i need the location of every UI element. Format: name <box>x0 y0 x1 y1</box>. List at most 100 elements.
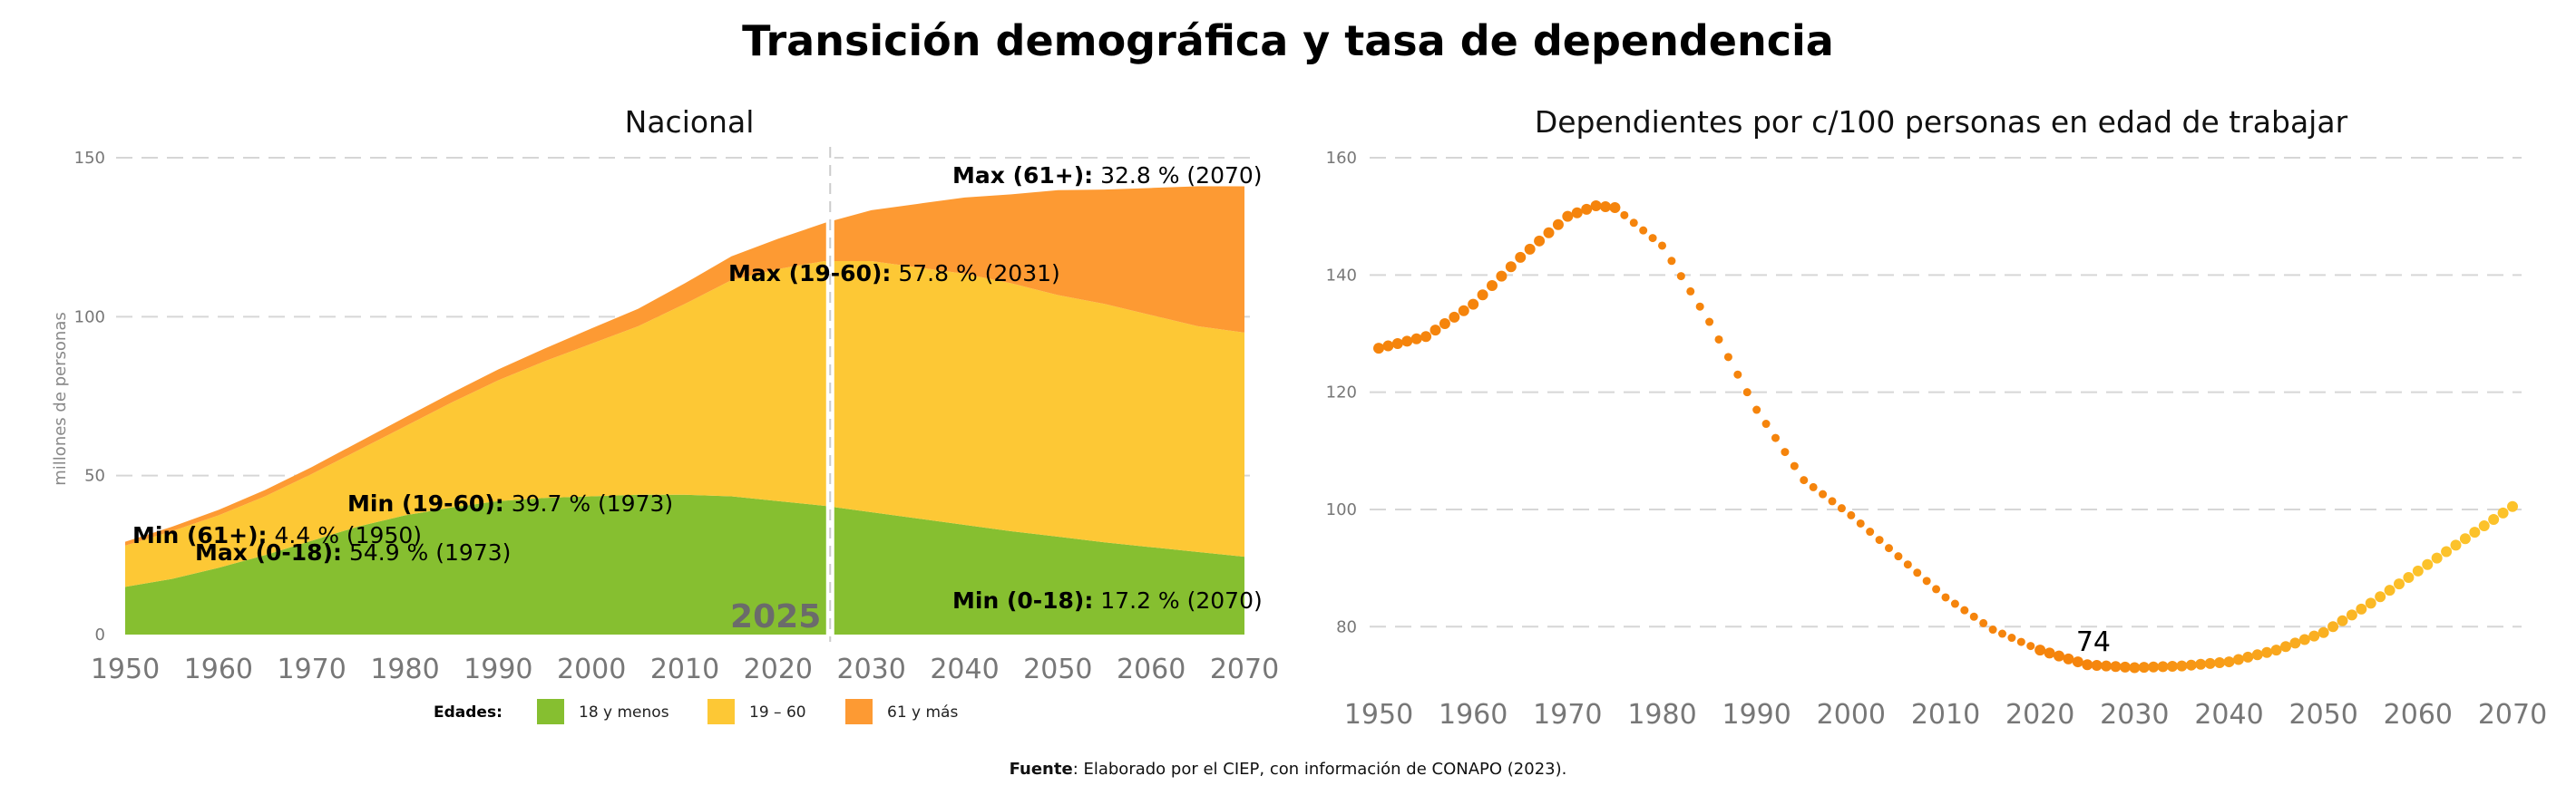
dot-87 <box>2195 658 2207 670</box>
dot-104 <box>2356 603 2367 615</box>
dot-24 <box>1600 200 1611 212</box>
dot-55 <box>1894 552 1903 561</box>
dot-108 <box>2394 578 2405 590</box>
dot-27 <box>1629 218 1638 228</box>
legend: Edades: 18 y menos 19 – 60 61 y más <box>434 699 958 724</box>
left-areas <box>125 186 1244 635</box>
dot-8 <box>1449 311 1460 323</box>
legend-swatch-orange <box>845 699 873 724</box>
right-panel-title: Dependientes por c/100 personas en edad … <box>1535 104 2348 140</box>
dot-7 <box>1439 317 1450 329</box>
dot-37 <box>1723 353 1732 362</box>
dot-110 <box>2412 565 2424 577</box>
dot-51 <box>1856 519 1865 528</box>
right-x-tick-1: 1960 <box>1439 699 1508 731</box>
dot-42 <box>1771 433 1780 442</box>
dot-26 <box>1620 210 1629 219</box>
left-x-tick-3: 1980 <box>370 654 439 685</box>
right-y-tick-0: 80 <box>1336 617 1357 636</box>
dot-81 <box>2138 662 2150 674</box>
dot-53 <box>1875 536 1884 545</box>
dot-62 <box>1960 606 1969 615</box>
dot-46 <box>1809 482 1818 491</box>
dot-90 <box>2223 656 2235 668</box>
dot-76 <box>2091 659 2103 671</box>
dot-118 <box>2488 513 2500 525</box>
dot-16 <box>1524 243 1536 255</box>
dot-97 <box>2289 637 2301 649</box>
left-y-tick-2: 100 <box>74 307 105 326</box>
dot-0 <box>1373 343 1384 354</box>
dot-86 <box>2185 659 2197 671</box>
dot-64 <box>1979 618 1988 627</box>
dot-32 <box>1676 272 1685 281</box>
right-x-tick-3: 1980 <box>1627 699 1696 731</box>
right-x-tick-6: 2010 <box>1911 699 1980 731</box>
year-2025-label: 2025 <box>730 598 821 635</box>
area-19-60 <box>125 260 1244 587</box>
dot-14 <box>1505 261 1517 273</box>
dot-11 <box>1477 289 1488 301</box>
dot-84 <box>2167 660 2178 672</box>
dot-56 <box>1903 560 1912 569</box>
dot-115 <box>2459 533 2471 545</box>
dot-100 <box>2317 626 2329 638</box>
dot-99 <box>2308 630 2320 642</box>
legend-item-2: 61 y más <box>887 703 958 722</box>
dot-71 <box>2044 647 2055 659</box>
dot-70 <box>2034 645 2046 656</box>
dot-39 <box>1742 388 1751 397</box>
left-x-tick-5: 2000 <box>557 654 626 685</box>
dot-72 <box>2054 650 2064 662</box>
area-61-y-mas <box>125 186 1244 546</box>
left-panel-title: Nacional <box>625 104 755 140</box>
dot-94 <box>2261 646 2273 658</box>
annotation-min-61: Min (61+): 4.4 % (1950) <box>132 522 422 548</box>
point-label-74: 74 <box>2076 626 2111 658</box>
page-title: Transición demográfica y tasa de depende… <box>742 16 1834 65</box>
right-x-tick-4: 1990 <box>1722 699 1791 731</box>
dot-59 <box>1932 585 1941 594</box>
right-dots <box>1373 200 2518 674</box>
dot-92 <box>2242 651 2254 663</box>
dot-111 <box>2422 558 2434 570</box>
right-y-tick-2: 120 <box>1326 383 1357 402</box>
dot-15 <box>1515 251 1527 263</box>
right-gridlines <box>1370 157 2522 628</box>
dot-31 <box>1667 257 1676 266</box>
dot-28 <box>1639 226 1648 235</box>
dot-36 <box>1714 335 1723 344</box>
dot-67 <box>2007 634 2016 643</box>
right-x-axis: 1950 1960 1970 1980 1990 2000 2010 2020 2030 2040… <box>1344 699 2547 731</box>
dot-69 <box>2026 642 2035 651</box>
annotation-max-19-60: Max (19-60): 57.8 % (2031) <box>728 260 1060 286</box>
dot-58 <box>1922 577 1931 586</box>
dot-34 <box>1695 302 1704 311</box>
dot-83 <box>2157 661 2169 673</box>
right-x-tick-8: 2030 <box>2100 699 2169 731</box>
dot-88 <box>2204 657 2216 669</box>
legend-item-0: 18 y menos <box>579 703 669 722</box>
dot-3 <box>1401 335 1413 347</box>
dot-5 <box>1420 331 1432 343</box>
dot-30 <box>1658 241 1666 250</box>
annotation-max-61: Max (61+): 32.8 % (2070) <box>952 162 1263 189</box>
left-panel: Nacional 2025 1950 1960 1970 1980 1990 2000 20… <box>51 104 1279 724</box>
dot-102 <box>2337 615 2348 626</box>
dot-12 <box>1487 279 1498 291</box>
dot-80 <box>2129 662 2141 674</box>
dot-2 <box>1391 337 1403 349</box>
footer-source: Fuente: Elaborado por el CIEP, con infor… <box>0 760 2576 779</box>
left-x-tick-10: 2050 <box>1023 654 1092 685</box>
dot-20 <box>1562 210 1574 222</box>
dot-79 <box>2119 661 2131 673</box>
dot-9 <box>1458 305 1469 316</box>
footer-text: : Elaborado por el CIEP, con información… <box>1072 760 1567 779</box>
right-x-tick-11: 2060 <box>2384 699 2453 731</box>
dot-23 <box>1590 200 1602 212</box>
dot-73 <box>2063 653 2074 664</box>
dot-114 <box>2450 539 2462 551</box>
dot-29 <box>1648 234 1657 243</box>
right-x-tick-2: 1970 <box>1533 699 1602 731</box>
left-y-tick-3: 150 <box>74 149 105 168</box>
